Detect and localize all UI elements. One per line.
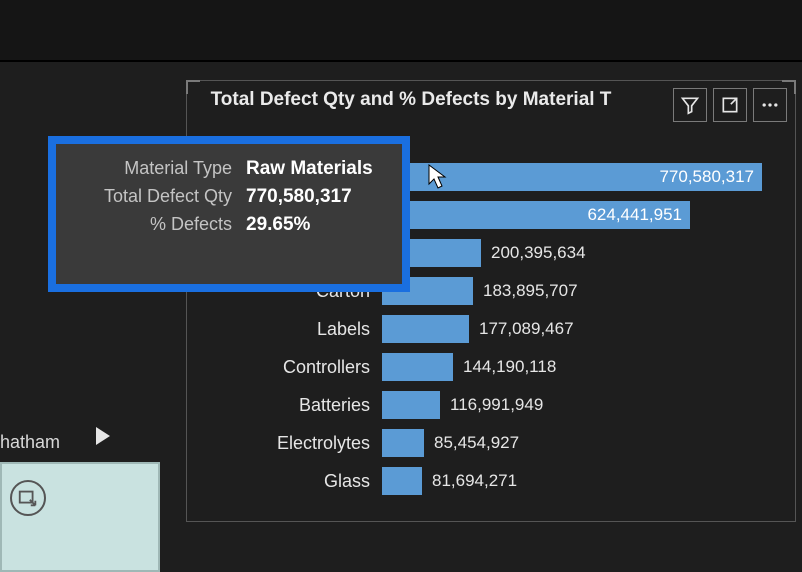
tooltip-key: % Defects [76, 214, 246, 235]
bar-category-label: Batteries [187, 395, 382, 416]
bar-value-label: 144,190,118 [463, 357, 556, 377]
chart-title: Total Defect Qty and % Defects by Materi… [187, 89, 635, 111]
bar-value-label: 200,395,634 [491, 243, 586, 263]
bar-row[interactable]: Glass 81,694,271 [187, 465, 785, 497]
mouse-cursor-icon [428, 164, 448, 190]
bar-category-label: Labels [187, 319, 382, 340]
bar-row[interactable]: Electrolytes 85,454,927 [187, 427, 785, 459]
bar-track: 85,454,927 [382, 429, 785, 457]
bar-value-label: 81,694,271 [432, 471, 517, 491]
focus-mode-icon[interactable] [10, 480, 46, 516]
tooltip-value: Raw Materials [246, 158, 373, 180]
bar-category-label: Controllers [187, 357, 382, 378]
bar-fill[interactable] [382, 467, 422, 495]
chart-toolbar [673, 88, 787, 122]
tooltip-key: Material Type [76, 158, 246, 179]
bar-track: 177,089,467 [382, 315, 785, 343]
bar-fill[interactable] [382, 353, 453, 381]
tooltip-row: Total Defect Qty 770,580,317 [76, 186, 382, 208]
bar-track: 200,395,634 [382, 239, 785, 267]
bar-fill[interactable] [382, 429, 424, 457]
bar-value-label: 116,991,949 [450, 395, 543, 415]
slicer-label: hatham [0, 432, 60, 453]
tooltip-row: % Defects 29.65% [76, 214, 382, 236]
bar-value-label: 770,580,317 [659, 167, 754, 187]
bar-value-label: 85,454,927 [434, 433, 519, 453]
bar-track: 116,991,949 [382, 391, 785, 419]
more-options-button[interactable] [753, 88, 787, 122]
focus-button[interactable] [713, 88, 747, 122]
map-visual[interactable] [0, 462, 160, 572]
left-panel: hatham [0, 62, 180, 522]
play-icon[interactable] [96, 427, 110, 445]
top-panel [0, 0, 802, 62]
bar-category-label: Glass [187, 471, 382, 492]
bar-category-label: Electrolytes [187, 433, 382, 454]
bar-fill[interactable] [382, 315, 469, 343]
bar-row[interactable]: Controllers 144,190,118 [187, 351, 785, 383]
bar-track: 81,694,271 [382, 467, 785, 495]
bar-track: 624,441,951 [382, 201, 785, 229]
bar-fill[interactable] [382, 391, 440, 419]
tooltip-value: 770,580,317 [246, 186, 352, 208]
tooltip-value: 29.65% [246, 214, 310, 236]
bar-row[interactable]: Labels 177,089,467 [187, 313, 785, 345]
bar-value-label: 183,895,707 [483, 281, 578, 301]
tooltip-row: Material Type Raw Materials [76, 158, 382, 180]
bar-value-label: 624,441,951 [587, 205, 682, 225]
filter-button[interactable] [673, 88, 707, 122]
tooltip-key: Total Defect Qty [76, 186, 246, 207]
bar-row[interactable]: Batteries 116,991,949 [187, 389, 785, 421]
report-canvas: hatham Total Defect Qty and % Defects by… [0, 0, 802, 522]
bar-track: 183,895,707 [382, 277, 785, 305]
bar-track: 144,190,118 [382, 353, 785, 381]
datapoint-tooltip: Material Type Raw Materials Total Defect… [48, 136, 410, 292]
bar-value-label: 177,089,467 [479, 319, 574, 339]
